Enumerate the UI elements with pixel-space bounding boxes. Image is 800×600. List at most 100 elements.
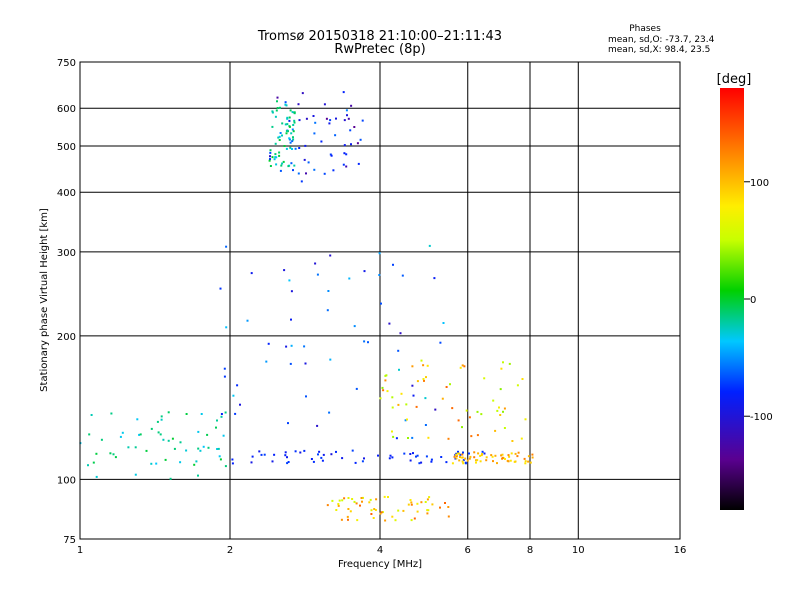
- echo-point: [428, 496, 431, 499]
- echo-point: [485, 459, 488, 462]
- echo-point: [217, 447, 220, 450]
- echo-point: [329, 119, 332, 122]
- echo-point: [416, 454, 419, 457]
- echo-point: [412, 452, 414, 455]
- echo-point: [109, 452, 112, 455]
- echo-point: [292, 124, 295, 126]
- echo-point: [223, 367, 226, 370]
- echo-point: [511, 440, 514, 442]
- echo-point: [455, 455, 458, 457]
- echo-point: [415, 405, 418, 408]
- echo-point: [271, 460, 274, 463]
- echo-point: [220, 413, 223, 415]
- echo-point: [388, 457, 391, 460]
- echo-point: [460, 456, 463, 459]
- echo-point: [284, 451, 287, 454]
- echo-point: [430, 458, 433, 461]
- echo-point: [169, 477, 172, 480]
- echo-point: [338, 499, 341, 502]
- echo-point: [356, 142, 359, 145]
- echo-point: [218, 455, 221, 458]
- echo-point: [197, 430, 200, 433]
- echo-point: [361, 500, 363, 503]
- echo-point: [276, 107, 279, 109]
- echo-point: [286, 462, 289, 465]
- x-tick-label: 2: [227, 545, 233, 556]
- x-tick-label: 4: [377, 545, 383, 556]
- echo-point: [426, 498, 429, 501]
- echo-point: [475, 461, 477, 464]
- echo-point: [350, 143, 352, 146]
- echo-point: [439, 506, 441, 509]
- echo-point: [289, 146, 292, 149]
- echo-point: [411, 436, 414, 439]
- echo-point: [361, 460, 364, 463]
- echo-point: [378, 252, 381, 255]
- echo-point: [290, 318, 292, 321]
- echo-point: [292, 136, 294, 139]
- echo-point: [394, 519, 397, 522]
- echo-point: [216, 419, 218, 422]
- echo-point: [114, 456, 117, 459]
- x-tick-label: 1: [77, 545, 83, 556]
- echo-point: [290, 162, 293, 165]
- echo-point: [485, 456, 488, 459]
- echo-point: [297, 103, 300, 106]
- echo-point: [455, 453, 458, 456]
- echo-point: [457, 419, 460, 422]
- echo-point: [263, 453, 266, 456]
- echo-point: [285, 147, 288, 150]
- echo-point: [286, 456, 288, 459]
- echo-point: [459, 456, 461, 458]
- echo-point: [501, 457, 504, 460]
- echo-point: [341, 457, 344, 460]
- echo-point: [392, 263, 394, 266]
- y-ticks: 75 100 200 300 400 500 600 750: [57, 58, 76, 546]
- echo-point: [345, 165, 348, 168]
- echo-point: [524, 418, 527, 421]
- echo-point: [409, 499, 412, 501]
- echo-point: [458, 452, 461, 455]
- echo-point: [318, 450, 321, 453]
- echo-point: [162, 438, 165, 441]
- echo-point: [516, 384, 519, 387]
- echo-point: [384, 379, 387, 382]
- echo-point: [293, 121, 296, 124]
- echo-point: [314, 262, 317, 265]
- echo-point: [223, 375, 226, 378]
- echo-point: [480, 454, 483, 457]
- echo-point: [370, 509, 373, 512]
- echo-point: [269, 158, 271, 161]
- echo-point: [496, 409, 499, 412]
- echo-point: [523, 457, 526, 460]
- echo-point: [87, 464, 89, 467]
- echo-point: [173, 447, 176, 450]
- echo-point: [425, 376, 427, 379]
- echo-point: [305, 172, 307, 175]
- echo-point: [305, 395, 307, 398]
- echo-point: [260, 453, 263, 456]
- echo-point: [402, 509, 405, 512]
- echo-point: [278, 135, 281, 138]
- echo-point: [271, 111, 274, 114]
- echo-point: [521, 378, 524, 380]
- x-tick-label: 6: [465, 545, 471, 556]
- echo-point: [312, 115, 315, 117]
- echo-point: [458, 459, 461, 462]
- echo-point: [498, 406, 500, 409]
- echo-point: [273, 158, 276, 161]
- echo-point: [304, 144, 307, 147]
- echo-point: [343, 152, 346, 155]
- echo-point: [275, 156, 278, 159]
- echo-point: [288, 119, 291, 122]
- echo-point: [520, 437, 523, 440]
- echo-point: [297, 172, 300, 175]
- echo-point: [200, 413, 203, 415]
- echo-point: [411, 384, 414, 387]
- echo-point: [281, 122, 284, 125]
- echo-point: [320, 140, 323, 143]
- echo-point: [468, 452, 470, 455]
- echo-point: [337, 504, 340, 507]
- y-tick-label: 750: [57, 58, 76, 69]
